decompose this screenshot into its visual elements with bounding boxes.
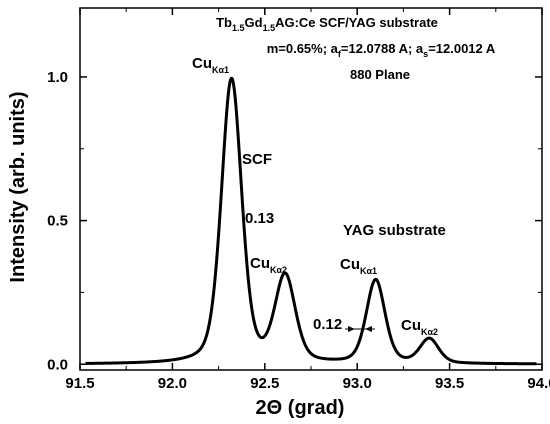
xrd-curve [84, 76, 538, 366]
label-sub-ka1: CuKα1 [340, 256, 377, 276]
y-tick-label: 1.0 [47, 69, 68, 86]
x-tick-label: 91.5 [65, 375, 94, 392]
axes [79, 7, 543, 371]
x-tick-label: 93.5 [435, 375, 464, 392]
label-scf-fwhm: 0.13 [245, 210, 274, 227]
ticks: 91.5 92.0 92.5 93.0 93.5 94.0 0.0 0.5 1.0 [47, 8, 550, 392]
x-tick-label: 94.0 [527, 375, 550, 392]
label-scf: SCF [242, 151, 272, 168]
label-sub-ka2: CuKα2 [401, 317, 438, 337]
x-tick-label: 92.0 [158, 375, 187, 392]
label-substrate: YAG substrate [343, 222, 446, 239]
y-tick-label: 0.5 [47, 213, 68, 230]
label-sub-fwhm: 0.12 [313, 316, 342, 333]
info-line-3: 880 Plane [350, 67, 410, 82]
plot-frame [79, 7, 543, 371]
curve-layer [84, 76, 538, 366]
y-axis-label: Intensity (arb. units) [7, 91, 29, 282]
y-tick-label: 0.0 [47, 356, 68, 373]
x-tick-label: 93.0 [343, 375, 372, 392]
x-axis-label: 2Θ (grad) [256, 397, 345, 419]
label-scf-ka1: CuKα1 [192, 55, 229, 75]
label-scf-ka2: CuKα2 [250, 255, 287, 275]
fwhm-arrows [345, 326, 375, 332]
info-line-2: m=0.65%; af=12.0788 A; as=12.0012 A [267, 41, 496, 59]
info-line-1: Tb1.5Gd1.5AG:Ce SCF/YAG substrate [216, 15, 438, 33]
x-tick-label: 92.5 [250, 375, 279, 392]
